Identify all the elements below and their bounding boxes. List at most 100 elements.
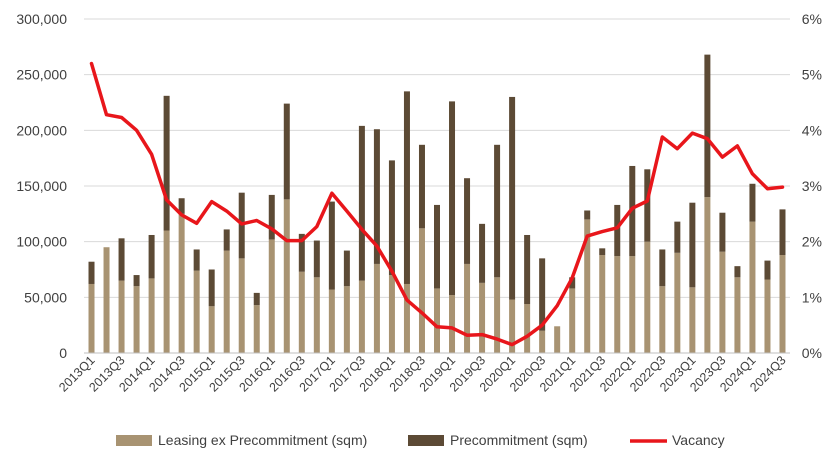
bar-precommitment — [178, 198, 185, 214]
y2-tick-label: 6% — [802, 11, 822, 27]
bar-precommitment — [253, 292, 260, 306]
y-tick-label: 250,000 — [16, 67, 67, 83]
bar-leasing — [764, 279, 771, 353]
bar-leasing — [268, 239, 275, 353]
legend-label-vacancy: Vacancy — [672, 432, 725, 448]
legend-swatch-precommitment — [408, 435, 444, 446]
bar-precommitment — [734, 266, 741, 278]
bar-precommitment — [388, 160, 395, 276]
bar-precommitment — [599, 248, 606, 256]
bar-precommitment — [509, 96, 516, 300]
bar-precommitment — [403, 91, 410, 284]
bar-precommitment — [193, 249, 200, 271]
y2-tick-label: 2% — [802, 234, 822, 250]
bar-leasing — [193, 270, 200, 353]
bar-precommitment — [88, 261, 95, 284]
bar-leasing — [554, 326, 561, 353]
bar-leasing — [118, 280, 125, 353]
y2-tick-label: 5% — [802, 67, 822, 83]
bar-leasing — [373, 263, 380, 353]
bar-leasing — [223, 250, 230, 353]
bar-leasing — [599, 255, 606, 353]
bar-leasing — [719, 251, 726, 353]
vacancy-line-layer — [89, 61, 785, 347]
y-axis-left: 0 50,000 100,000 150,000 200,000 250,000 300,0… — [16, 11, 67, 361]
bar-leasing — [343, 286, 350, 353]
y-tick-label: 50,000 — [24, 289, 67, 305]
bar-leasing — [434, 288, 440, 353]
bar-leasing — [734, 277, 741, 353]
bar-precommitment — [163, 95, 170, 231]
bar-precommitment — [268, 194, 275, 240]
bar-precommitment — [298, 233, 305, 272]
bar-leasing — [674, 252, 681, 353]
bar-precommitment — [614, 204, 621, 257]
bar-precommitment — [434, 204, 440, 289]
bar-leasing — [208, 306, 215, 353]
bar-leasing — [779, 255, 786, 353]
bar-precommitment — [569, 277, 576, 289]
bar-precommitment — [283, 103, 290, 200]
bar-precommitment — [358, 125, 365, 281]
bar-leasing — [298, 271, 305, 353]
bar-leasing — [163, 230, 170, 353]
bar-leasing — [524, 304, 531, 353]
bar-precommitment — [418, 144, 425, 229]
bar-leasing — [103, 247, 110, 353]
bar-precommitment — [479, 223, 486, 283]
legend-swatch-leasing — [116, 435, 152, 446]
bar-precommitment — [524, 234, 531, 305]
bar-precommitment — [133, 275, 140, 287]
y-tick-label: 200,000 — [16, 122, 67, 138]
legend-label-precommitment: Precommitment (sqm) — [450, 432, 588, 448]
bar-leasing — [418, 228, 425, 353]
y-tick-label: 100,000 — [16, 234, 67, 250]
y-axis-right: 0% 1% 2% 3% 4% 5% 6% — [802, 11, 822, 361]
bar-leasing — [629, 256, 636, 353]
bar-leasing — [238, 258, 245, 353]
bar-leasing — [704, 197, 711, 353]
bar-precommitment — [539, 258, 546, 331]
legend: Leasing ex Precommitment (sqm) Precommitm… — [116, 432, 725, 448]
bar-precommitment — [764, 260, 771, 280]
bar-leasing — [403, 283, 410, 353]
bar-leasing — [464, 263, 471, 353]
bar-leasing — [569, 288, 576, 353]
y2-tick-label: 0% — [802, 345, 822, 361]
bar-leasing — [148, 278, 155, 353]
bar-precommitment — [328, 201, 335, 290]
y-tick-label: 0 — [59, 345, 67, 361]
bar-leasing — [313, 277, 320, 353]
bar-precommitment — [373, 129, 380, 264]
bar-leasing — [614, 256, 621, 353]
bar-leasing — [178, 213, 185, 353]
bar-leasing — [283, 199, 290, 353]
bar-precommitment — [118, 238, 125, 281]
bar-precommitment — [223, 229, 230, 251]
bar-leasing — [584, 219, 591, 353]
x-axis: 2013Q12013Q32014Q12014Q32015Q12015Q32016… — [56, 352, 790, 395]
bar-precommitment — [584, 210, 591, 220]
bar-precommitment — [208, 269, 215, 307]
y-tick-label: 150,000 — [16, 178, 67, 194]
bar-precommitment — [494, 144, 501, 278]
bar-precommitment — [704, 54, 711, 198]
y-tick-label: 300,000 — [16, 11, 67, 27]
bar-leasing — [539, 330, 546, 353]
bar-precommitment — [749, 183, 756, 222]
bar-leasing — [253, 305, 260, 353]
vacancy-line — [89, 61, 785, 347]
bar-leasing — [88, 283, 95, 353]
bar-leasing — [689, 287, 696, 353]
bars-layer — [88, 54, 786, 353]
legend-label-leasing: Leasing ex Precommitment (sqm) — [158, 432, 367, 448]
bar-leasing — [749, 221, 756, 353]
bar-precommitment — [674, 221, 681, 253]
bar-precommitment — [689, 202, 696, 288]
bar-precommitment — [313, 240, 320, 278]
bar-leasing — [479, 282, 486, 353]
bar-precommitment — [659, 249, 666, 287]
bar-leasing — [133, 286, 140, 353]
